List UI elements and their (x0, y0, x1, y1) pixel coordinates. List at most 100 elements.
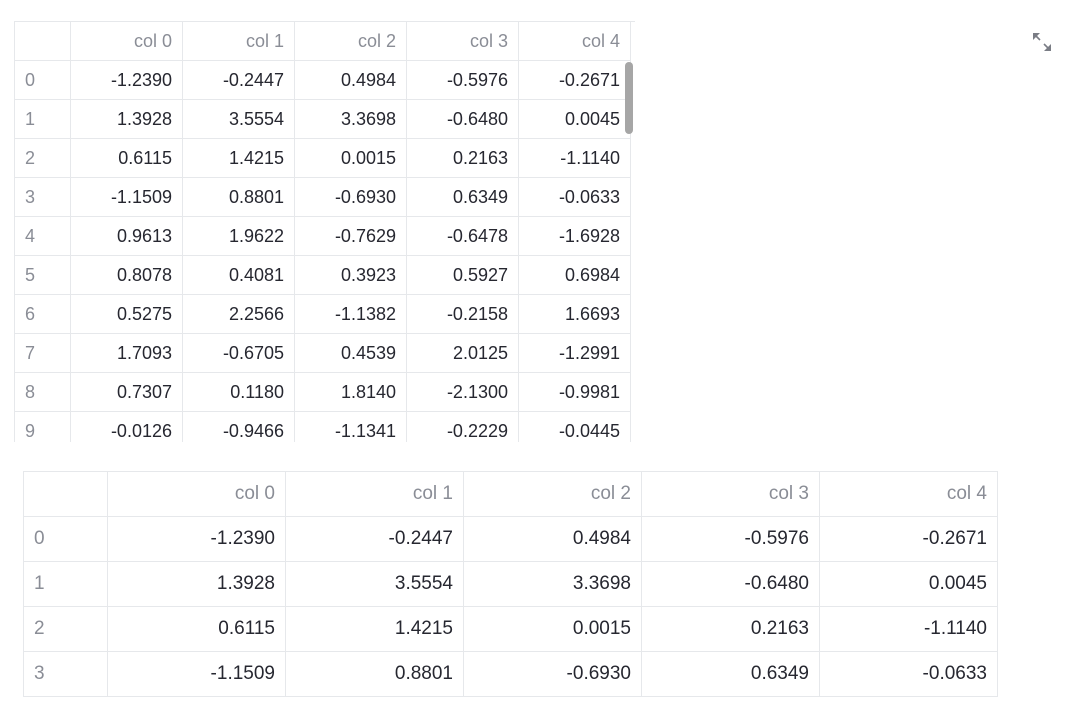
static-table: col 0 col 1 col 2 col 3 col 4 0 -1.2390 -0… (23, 471, 998, 697)
row-index[interactable]: 1 (14, 100, 71, 139)
table-row: 1 1.3928 3.5554 3.3698 -0.6480 0.0045 (23, 561, 998, 607)
data-cell[interactable]: -0.9981 (519, 373, 631, 412)
row-index[interactable]: 0 (14, 61, 71, 100)
data-cell[interactable]: 0.6115 (71, 139, 183, 178)
data-cell[interactable]: 0.2163 (407, 139, 519, 178)
data-cell[interactable]: 0.5275 (71, 295, 183, 334)
dataframe-row: 7 1.7093 -0.6705 0.4539 2.0125 -1.2991 (14, 334, 631, 373)
column-header[interactable]: col 3 (407, 22, 519, 61)
table-cell: -1.1509 (107, 651, 286, 697)
table-cell: -0.6930 (463, 651, 642, 697)
data-cell[interactable]: -0.5976 (407, 61, 519, 100)
column-header: col 2 (463, 471, 642, 517)
data-cell[interactable]: 0.5927 (407, 256, 519, 295)
dataframe-row: 6 0.5275 2.2566 -1.1382 -0.2158 1.6693 (14, 295, 631, 334)
table-cell: 0.8801 (285, 651, 464, 697)
table-cell: -0.0633 (819, 651, 998, 697)
row-index[interactable]: 4 (14, 217, 71, 256)
row-index: 0 (23, 516, 108, 562)
table-cell: 3.5554 (285, 561, 464, 607)
dataframe-row: 0 -1.2390 -0.2447 0.4984 -0.5976 -0.2671 (14, 61, 631, 100)
dataframe-row: 3 -1.1509 0.8801 -0.6930 0.6349 -0.0633 (14, 178, 631, 217)
column-header[interactable]: col 0 (71, 22, 183, 61)
interactive-dataframe[interactable]: col 0 col 1 col 2 col 3 col 4 0 -1.2390 -0.2447… (14, 21, 635, 442)
data-cell[interactable]: -0.2447 (183, 61, 295, 100)
data-cell[interactable]: 0.9613 (71, 217, 183, 256)
data-cell[interactable]: 0.0015 (295, 139, 407, 178)
dataframe-row: 8 0.7307 0.1180 1.8140 -2.1300 -0.9981 (14, 373, 631, 412)
row-index: 3 (23, 651, 108, 697)
row-index[interactable]: 6 (14, 295, 71, 334)
table-cell: 0.0015 (463, 606, 642, 652)
dataframe-row: 1 1.3928 3.5554 3.3698 -0.6480 0.0045 (14, 100, 631, 139)
table-cell: 0.2163 (641, 606, 820, 652)
data-cell[interactable]: -1.2390 (71, 61, 183, 100)
data-cell[interactable]: 0.8078 (71, 256, 183, 295)
data-cell[interactable]: -0.2158 (407, 295, 519, 334)
data-cell[interactable]: -0.0445 (519, 412, 631, 442)
row-index[interactable]: 2 (14, 139, 71, 178)
data-cell[interactable]: 0.4081 (183, 256, 295, 295)
row-index[interactable]: 3 (14, 178, 71, 217)
column-header: col 3 (641, 471, 820, 517)
data-cell[interactable]: 0.1180 (183, 373, 295, 412)
table-cell: 1.3928 (107, 561, 286, 607)
dataframe-header-row: col 0 col 1 col 2 col 3 col 4 (14, 22, 631, 61)
dataframe-row: 9 -0.0126 -0.9466 -1.1341 -0.2229 -0.0445 (14, 412, 631, 442)
data-cell[interactable]: -0.9466 (183, 412, 295, 442)
data-cell[interactable]: 3.5554 (183, 100, 295, 139)
data-cell[interactable]: -2.1300 (407, 373, 519, 412)
data-cell[interactable]: 0.6984 (519, 256, 631, 295)
table-cell: 0.6349 (641, 651, 820, 697)
data-cell[interactable]: -0.7629 (295, 217, 407, 256)
row-index[interactable]: 8 (14, 373, 71, 412)
dataframe-grid: col 0 col 1 col 2 col 3 col 4 0 -1.2390 -0.2447… (14, 22, 631, 442)
data-cell[interactable]: 3.3698 (295, 100, 407, 139)
data-cell[interactable]: 0.6349 (407, 178, 519, 217)
data-cell[interactable]: 1.4215 (183, 139, 295, 178)
data-cell[interactable]: 1.8140 (295, 373, 407, 412)
data-cell[interactable]: -1.1140 (519, 139, 631, 178)
row-index[interactable]: 7 (14, 334, 71, 373)
row-index[interactable]: 5 (14, 256, 71, 295)
data-cell[interactable]: 1.7093 (71, 334, 183, 373)
data-cell[interactable]: 0.4984 (295, 61, 407, 100)
column-header: col 4 (819, 471, 998, 517)
table-cell: -0.6480 (641, 561, 820, 607)
column-header[interactable]: col 1 (183, 22, 295, 61)
data-cell[interactable]: 0.7307 (71, 373, 183, 412)
data-cell[interactable]: -1.1341 (295, 412, 407, 442)
data-cell[interactable]: 2.0125 (407, 334, 519, 373)
index-header (14, 22, 71, 61)
data-cell[interactable]: -0.6480 (407, 100, 519, 139)
data-cell[interactable]: -0.0126 (71, 412, 183, 442)
data-cell[interactable]: -0.2229 (407, 412, 519, 442)
table-cell: -0.5976 (641, 516, 820, 562)
data-cell[interactable]: -0.6930 (295, 178, 407, 217)
data-cell[interactable]: 0.0045 (519, 100, 631, 139)
data-cell[interactable]: 0.3923 (295, 256, 407, 295)
data-cell[interactable]: -1.1509 (71, 178, 183, 217)
row-index: 1 (23, 561, 108, 607)
data-cell[interactable]: -0.6705 (183, 334, 295, 373)
row-index[interactable]: 9 (14, 412, 71, 442)
data-cell[interactable]: 0.4539 (295, 334, 407, 373)
data-cell[interactable]: 1.6693 (519, 295, 631, 334)
data-cell[interactable]: -1.6928 (519, 217, 631, 256)
data-cell[interactable]: 0.8801 (183, 178, 295, 217)
data-cell[interactable]: 2.2566 (183, 295, 295, 334)
column-header[interactable]: col 2 (295, 22, 407, 61)
data-cell[interactable]: -0.6478 (407, 217, 519, 256)
table-cell: 0.0045 (819, 561, 998, 607)
column-header[interactable]: col 4 (519, 22, 631, 61)
data-cell[interactable]: -1.1382 (295, 295, 407, 334)
data-cell[interactable]: -1.2991 (519, 334, 631, 373)
vertical-scrollbar[interactable] (625, 62, 633, 134)
table-header-row: col 0 col 1 col 2 col 3 col 4 (23, 471, 998, 517)
data-cell[interactable]: -0.0633 (519, 178, 631, 217)
table-cell: -1.2390 (107, 516, 286, 562)
data-cell[interactable]: -0.2671 (519, 61, 631, 100)
expand-fullscreen-icon[interactable] (1031, 31, 1053, 53)
data-cell[interactable]: 1.3928 (71, 100, 183, 139)
data-cell[interactable]: 1.9622 (183, 217, 295, 256)
